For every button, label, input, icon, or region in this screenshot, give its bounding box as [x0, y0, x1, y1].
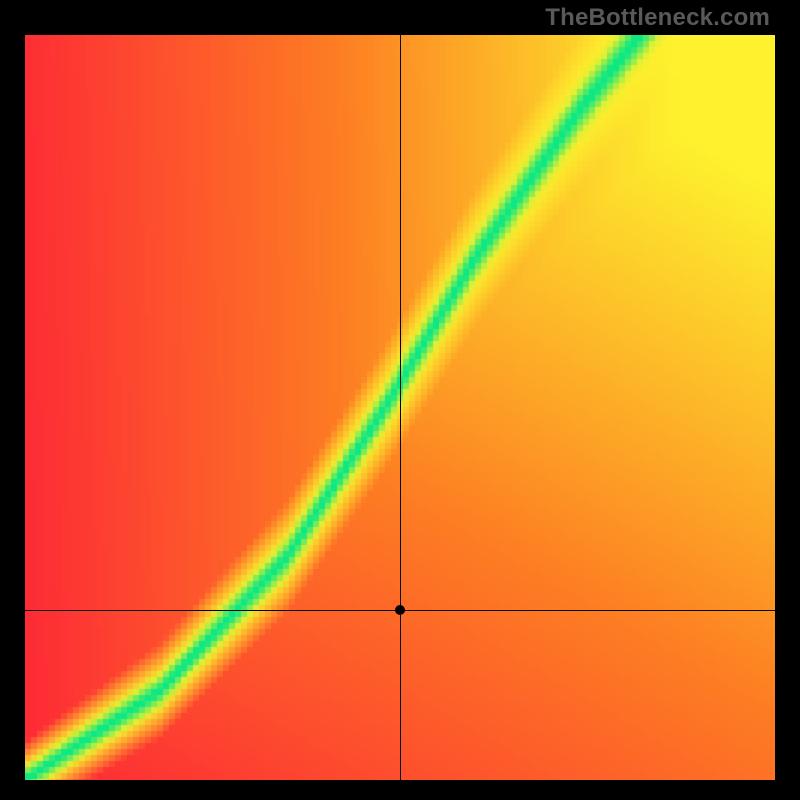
- watermark-text: TheBottleneck.com: [545, 4, 770, 32]
- chart-frame: TheBottleneck.com: [0, 0, 800, 800]
- crosshair-vertical: [400, 35, 401, 780]
